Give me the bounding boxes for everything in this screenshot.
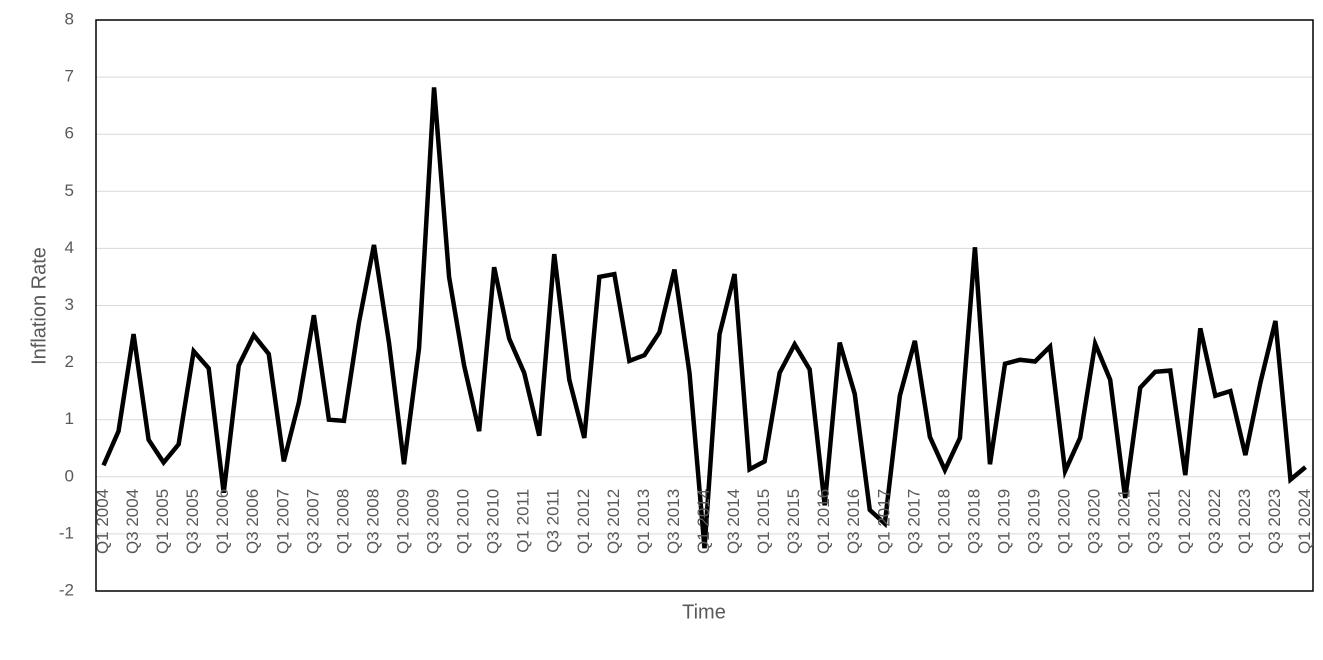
x-tick-label: Q3 2017 [904,489,923,554]
x-tick-label: Q1 2006 [213,489,232,554]
x-tick-label: Q1 2010 [454,489,473,554]
y-tick-label: 0 [65,466,74,485]
x-tick-label: Q3 2013 [664,489,683,554]
x-tick-label: Q3 2015 [784,489,803,554]
x-tick-label: Q1 2009 [393,489,412,554]
x-tick-label: Q3 2014 [724,489,743,554]
y-tick-label: 4 [65,238,74,257]
x-tick-label: Q1 2007 [273,489,292,554]
x-tick-label: Q3 2005 [183,489,202,554]
y-tick-label: 5 [65,181,74,200]
x-tick-label: Q3 2010 [484,489,503,554]
x-tick-label: Q1 2016 [814,489,833,554]
data-line [101,87,1307,549]
y-tick-label: -1 [59,523,74,542]
x-tick-label: Q3 2021 [1145,489,1164,554]
x-tick-label: Q1 2004 [93,489,112,554]
x-tick-label: Q1 2011 [514,489,533,553]
x-tick-label: Q3 2020 [1085,489,1104,554]
y-tick-label: 2 [65,352,74,371]
x-tick-label: Q3 2016 [844,489,863,554]
x-tick-label: Q1 2015 [754,489,773,554]
x-tick-label: Q3 2012 [604,489,623,554]
y-axis-label: Inflation Rate [28,247,50,365]
x-tick-label: Q1 2018 [934,489,953,554]
x-tick-label: Q1 2019 [994,489,1013,554]
y-tick-label: 1 [65,409,74,428]
x-tick-label: Q1 2021 [1115,489,1134,554]
x-tick-label: Q3 2009 [424,489,443,554]
x-tick-label: Q1 2022 [1175,489,1194,554]
x-tick-label: Q1 2005 [153,489,172,554]
x-tick-label: Q1 2014 [694,489,713,554]
y-tick-label: 6 [65,124,74,143]
x-tick-label: Q3 2011 [544,489,563,553]
x-tick-label: Q1 2008 [333,489,352,554]
x-tick-label: Q1 2012 [574,489,593,554]
x-tick-label: Q1 2024 [1295,489,1314,554]
x-tick-label: Q3 2008 [363,489,382,554]
y-tick-label: 3 [65,295,74,314]
x-tick-label: Q1 2013 [634,489,653,554]
plot-frame [95,19,1314,592]
x-tick-label: Q1 2017 [874,489,893,554]
y-tick-label: 7 [65,67,74,86]
y-tick-label: 8 [65,9,74,28]
x-axis-label: Time [682,601,726,623]
x-tick-label: Q3 2022 [1205,489,1224,554]
y-tick-label: -2 [59,580,74,599]
x-tick-label: Q3 2019 [1025,489,1044,554]
x-tick-label: Q3 2018 [964,489,983,554]
x-tick-label: Q3 2006 [243,489,262,554]
x-tick-label: Q1 2020 [1055,489,1074,554]
x-tick-label: Q3 2023 [1265,489,1284,554]
x-tick-label: Q3 2007 [303,489,322,554]
x-tick-label: Q1 2023 [1235,489,1254,554]
x-tick-label: Q3 2004 [123,489,142,554]
